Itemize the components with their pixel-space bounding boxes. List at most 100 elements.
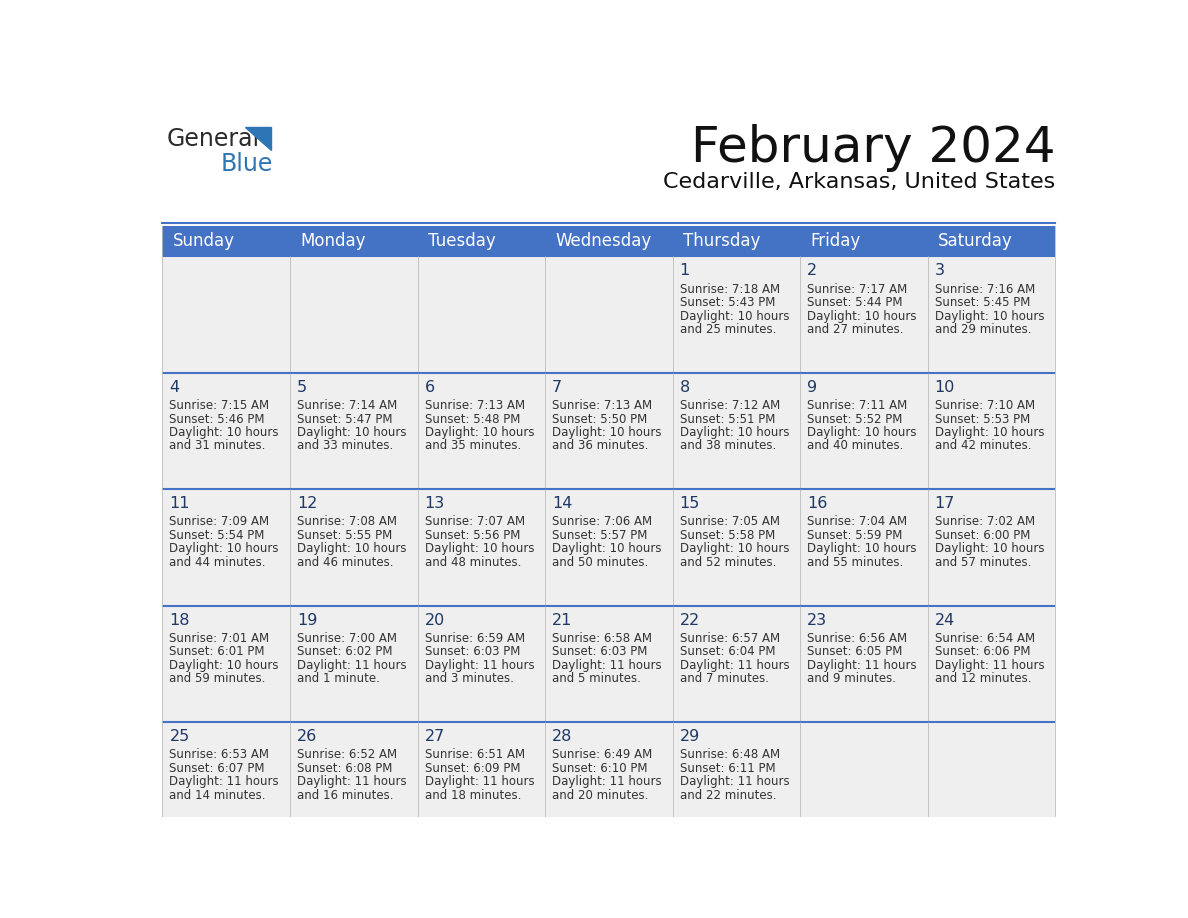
Text: Sunrise: 6:53 AM: Sunrise: 6:53 AM	[170, 748, 270, 761]
Text: Sunrise: 7:13 AM: Sunrise: 7:13 AM	[424, 399, 525, 412]
Text: and 52 minutes.: and 52 minutes.	[680, 556, 776, 569]
Text: Sunrise: 7:11 AM: Sunrise: 7:11 AM	[807, 399, 908, 412]
Text: Sunset: 5:53 PM: Sunset: 5:53 PM	[935, 412, 1030, 426]
Text: Sunrise: 6:58 AM: Sunrise: 6:58 AM	[552, 632, 652, 645]
Text: Daylight: 11 hours: Daylight: 11 hours	[552, 776, 662, 789]
Text: 7: 7	[552, 380, 562, 395]
Bar	[417, 489, 545, 606]
Bar	[672, 489, 801, 606]
Text: 17: 17	[935, 497, 955, 511]
Text: 23: 23	[807, 612, 827, 628]
Text: Daylight: 10 hours: Daylight: 10 hours	[552, 543, 662, 555]
Text: and 9 minutes.: and 9 minutes.	[807, 672, 896, 686]
Text: Sunday: Sunday	[172, 232, 234, 250]
Text: Sunrise: 6:48 AM: Sunrise: 6:48 AM	[680, 748, 779, 761]
Text: Sunset: 5:45 PM: Sunset: 5:45 PM	[935, 297, 1030, 309]
Text: Sunrise: 7:17 AM: Sunrise: 7:17 AM	[807, 283, 908, 296]
Bar	[163, 722, 290, 838]
Text: Sunset: 6:00 PM: Sunset: 6:00 PM	[935, 529, 1030, 542]
Text: and 38 minutes.: and 38 minutes.	[680, 440, 776, 453]
Bar	[545, 256, 672, 373]
Text: Sunrise: 6:49 AM: Sunrise: 6:49 AM	[552, 748, 652, 761]
Text: and 20 minutes.: and 20 minutes.	[552, 789, 649, 801]
Text: Sunrise: 7:09 AM: Sunrise: 7:09 AM	[170, 516, 270, 529]
Bar	[163, 226, 1055, 256]
Bar	[672, 373, 801, 489]
Text: Sunrise: 7:01 AM: Sunrise: 7:01 AM	[170, 632, 270, 645]
Text: Daylight: 10 hours: Daylight: 10 hours	[170, 659, 279, 672]
Text: Daylight: 10 hours: Daylight: 10 hours	[424, 543, 535, 555]
Text: Sunrise: 6:52 AM: Sunrise: 6:52 AM	[297, 748, 397, 761]
Text: Daylight: 10 hours: Daylight: 10 hours	[297, 426, 406, 439]
Text: February 2024: February 2024	[690, 124, 1055, 172]
Text: 6: 6	[424, 380, 435, 395]
Text: Daylight: 10 hours: Daylight: 10 hours	[170, 543, 279, 555]
Text: and 31 minutes.: and 31 minutes.	[170, 440, 266, 453]
Text: 24: 24	[935, 612, 955, 628]
Text: Sunset: 5:58 PM: Sunset: 5:58 PM	[680, 529, 775, 542]
Bar	[163, 489, 290, 606]
Text: and 25 minutes.: and 25 minutes.	[680, 323, 776, 336]
Bar	[801, 722, 928, 838]
Text: Daylight: 11 hours: Daylight: 11 hours	[424, 776, 535, 789]
Text: 3: 3	[935, 263, 944, 278]
Text: Sunset: 6:06 PM: Sunset: 6:06 PM	[935, 645, 1030, 658]
Text: Sunset: 5:44 PM: Sunset: 5:44 PM	[807, 297, 903, 309]
Text: and 27 minutes.: and 27 minutes.	[807, 323, 904, 336]
Bar	[417, 256, 545, 373]
Text: 16: 16	[807, 497, 828, 511]
Text: Daylight: 10 hours: Daylight: 10 hours	[170, 426, 279, 439]
Text: General: General	[166, 127, 259, 151]
Text: Sunset: 6:02 PM: Sunset: 6:02 PM	[297, 645, 392, 658]
Text: Sunset: 6:03 PM: Sunset: 6:03 PM	[424, 645, 520, 658]
Bar	[801, 489, 928, 606]
Text: Friday: Friday	[810, 232, 860, 250]
Text: and 35 minutes.: and 35 minutes.	[424, 440, 520, 453]
Text: 26: 26	[297, 729, 317, 744]
Text: Daylight: 10 hours: Daylight: 10 hours	[935, 543, 1044, 555]
Text: Saturday: Saturday	[937, 232, 1012, 250]
Text: 19: 19	[297, 612, 317, 628]
Bar	[928, 256, 1055, 373]
Text: and 42 minutes.: and 42 minutes.	[935, 440, 1031, 453]
Text: Sunrise: 7:13 AM: Sunrise: 7:13 AM	[552, 399, 652, 412]
Text: Sunset: 6:09 PM: Sunset: 6:09 PM	[424, 762, 520, 775]
Text: 18: 18	[170, 612, 190, 628]
Bar	[545, 606, 672, 722]
Text: Daylight: 11 hours: Daylight: 11 hours	[807, 659, 917, 672]
Text: Sunrise: 7:15 AM: Sunrise: 7:15 AM	[170, 399, 270, 412]
Text: Daylight: 10 hours: Daylight: 10 hours	[680, 309, 789, 322]
Text: Thursday: Thursday	[683, 232, 760, 250]
Text: Sunrise: 7:04 AM: Sunrise: 7:04 AM	[807, 516, 908, 529]
Bar	[801, 606, 928, 722]
Text: Sunrise: 7:10 AM: Sunrise: 7:10 AM	[935, 399, 1035, 412]
Text: Sunrise: 6:54 AM: Sunrise: 6:54 AM	[935, 632, 1035, 645]
Text: and 48 minutes.: and 48 minutes.	[424, 556, 520, 569]
Text: and 18 minutes.: and 18 minutes.	[424, 789, 520, 801]
Text: Sunset: 6:07 PM: Sunset: 6:07 PM	[170, 762, 265, 775]
Text: 29: 29	[680, 729, 700, 744]
Bar	[163, 256, 290, 373]
Text: 12: 12	[297, 497, 317, 511]
Text: Sunset: 5:56 PM: Sunset: 5:56 PM	[424, 529, 520, 542]
Text: Sunset: 6:03 PM: Sunset: 6:03 PM	[552, 645, 647, 658]
Text: Sunset: 6:10 PM: Sunset: 6:10 PM	[552, 762, 647, 775]
Text: Sunset: 6:08 PM: Sunset: 6:08 PM	[297, 762, 392, 775]
Bar	[290, 256, 417, 373]
Text: Sunrise: 7:14 AM: Sunrise: 7:14 AM	[297, 399, 397, 412]
Text: Daylight: 11 hours: Daylight: 11 hours	[170, 776, 279, 789]
Text: 1: 1	[680, 263, 690, 278]
Bar	[417, 373, 545, 489]
Text: and 22 minutes.: and 22 minutes.	[680, 789, 776, 801]
Text: 21: 21	[552, 612, 573, 628]
Bar	[672, 606, 801, 722]
Text: Sunrise: 7:00 AM: Sunrise: 7:00 AM	[297, 632, 397, 645]
Text: and 44 minutes.: and 44 minutes.	[170, 556, 266, 569]
Text: Cedarville, Arkansas, United States: Cedarville, Arkansas, United States	[663, 172, 1055, 192]
Text: and 59 minutes.: and 59 minutes.	[170, 672, 266, 686]
Text: Sunrise: 7:02 AM: Sunrise: 7:02 AM	[935, 516, 1035, 529]
Text: 13: 13	[424, 497, 444, 511]
Text: 8: 8	[680, 380, 690, 395]
Text: Blue: Blue	[221, 151, 273, 175]
Text: Sunrise: 6:57 AM: Sunrise: 6:57 AM	[680, 632, 779, 645]
